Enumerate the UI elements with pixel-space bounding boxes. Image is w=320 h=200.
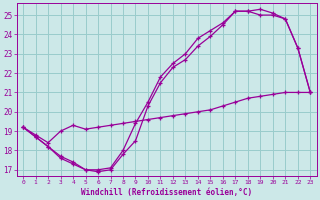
X-axis label: Windchill (Refroidissement éolien,°C): Windchill (Refroidissement éolien,°C) [81, 188, 252, 197]
